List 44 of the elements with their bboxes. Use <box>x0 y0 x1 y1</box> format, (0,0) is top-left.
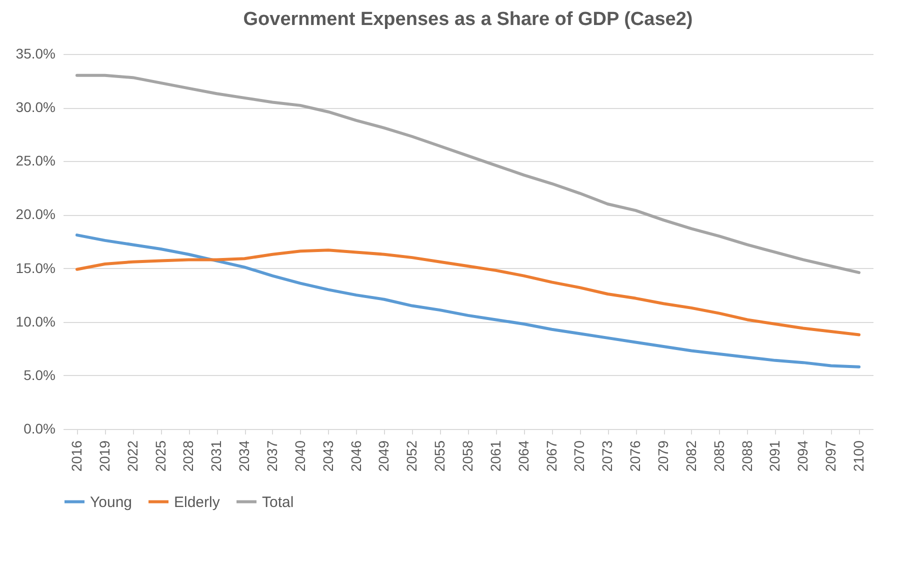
legend-label: Total <box>262 494 294 511</box>
x-tick-label: 2100 <box>850 440 867 472</box>
x-tick-label: 2028 <box>180 440 196 472</box>
x-tick-label: 2016 <box>68 440 84 472</box>
x-tick-label: 2040 <box>292 440 308 472</box>
x-tick-label: 2088 <box>738 440 755 472</box>
line-series <box>75 74 861 274</box>
x-tick-label: 2031 <box>208 440 224 472</box>
x-tick-label: 2070 <box>571 440 588 472</box>
x-tick-label: 2076 <box>627 440 644 472</box>
x-tick-label: 2085 <box>710 440 727 472</box>
x-tick-label: 2022 <box>124 440 140 472</box>
y-tick-label: 10.0% <box>16 313 56 330</box>
x-tick-label: 2052 <box>404 440 420 472</box>
y-tick-label: 25.0% <box>16 152 56 169</box>
x-tick-label: 2097 <box>822 440 839 472</box>
x-tick-label: 2064 <box>515 440 532 472</box>
y-tick-label: 30.0% <box>16 99 56 116</box>
x-tick-label: 2034 <box>236 440 252 472</box>
x-tick-label: 2046 <box>348 440 364 472</box>
line-series <box>75 248 861 336</box>
line-series <box>75 234 861 368</box>
x-tick-label: 2025 <box>152 440 168 472</box>
y-tick-label: 20.0% <box>16 206 56 222</box>
x-tick-label: 2061 <box>487 440 504 472</box>
x-tick-label: 2082 <box>682 440 699 472</box>
x-tick-label: 2037 <box>264 440 280 472</box>
y-tick-label: 0.0% <box>24 420 56 436</box>
y-tick-label: 5.0% <box>24 366 56 383</box>
x-tick-label: 2094 <box>794 440 811 472</box>
x-tick-label: 2055 <box>432 440 448 472</box>
x-tick-label: 2019 <box>96 440 112 472</box>
x-tick-label: 2067 <box>543 440 560 472</box>
legend-label: Young <box>90 494 132 511</box>
chart-title: Government Expenses as a Share of GDP (Case2) <box>243 9 693 30</box>
legend-label: Elderly <box>174 494 220 511</box>
y-tick-label: 15.0% <box>16 260 56 276</box>
x-tick-label: 2043 <box>320 440 336 472</box>
y-tick-label: 35.0% <box>16 46 56 62</box>
x-tick-label: 2058 <box>460 440 476 472</box>
x-tick-label: 2049 <box>376 440 392 472</box>
x-tick-label: 2073 <box>599 440 616 472</box>
x-tick-label: 2079 <box>655 440 672 472</box>
x-tick-label: 2091 <box>766 440 783 472</box>
